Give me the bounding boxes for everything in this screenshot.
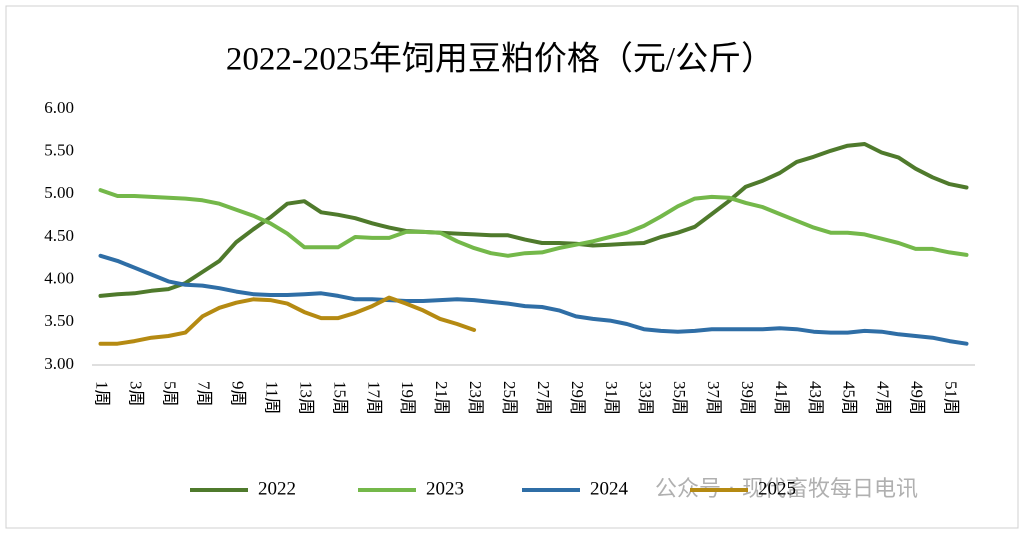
x-tick-label: 49周 xyxy=(908,381,927,415)
x-tick-label: 19周 xyxy=(398,381,417,415)
x-tick-label: 47周 xyxy=(874,381,893,415)
y-tick-label: 3.00 xyxy=(44,354,74,373)
y-tick-label: 4.50 xyxy=(44,226,74,245)
x-tick-label: 45周 xyxy=(840,381,859,415)
x-tick-label: 1周 xyxy=(93,381,112,407)
x-tick-label: 41周 xyxy=(772,381,791,415)
x-tick-label: 27周 xyxy=(534,381,553,415)
legend-label: 2023 xyxy=(426,478,464,499)
y-tick-label: 5.50 xyxy=(44,141,74,160)
x-tick-label: 11周 xyxy=(262,381,281,414)
x-tick-label: 33周 xyxy=(636,381,655,415)
x-tick-label: 13周 xyxy=(296,381,315,415)
x-tick-label: 23周 xyxy=(466,381,485,415)
x-tick-label: 15周 xyxy=(330,381,349,415)
x-tick-label: 29周 xyxy=(568,381,587,415)
chart-frame xyxy=(5,5,1019,529)
line-series xyxy=(98,142,969,298)
x-tick-label: 35周 xyxy=(670,381,689,415)
x-tick-label: 17周 xyxy=(364,381,383,415)
y-tick-label: 3.50 xyxy=(44,311,74,330)
chart-title: 2022-2025年饲用豆粕价格（元/公斤） xyxy=(226,41,774,78)
x-tick-label: 9周 xyxy=(228,381,247,407)
x-tick-label: 7周 xyxy=(194,381,213,407)
x-tick-label: 21周 xyxy=(432,381,451,415)
y-tick-label: 4.00 xyxy=(44,269,74,288)
x-tick-label: 25周 xyxy=(500,381,519,415)
y-tick-label: 6.00 xyxy=(44,98,74,117)
line-series xyxy=(98,188,969,258)
legend-label: 2022 xyxy=(258,478,296,499)
x-tick-label: 51周 xyxy=(942,381,961,415)
x-tick-label: 31周 xyxy=(602,381,621,415)
legend-label: 2025 xyxy=(758,478,796,499)
y-tick-label: 5.00 xyxy=(44,183,74,202)
line-series xyxy=(98,253,969,346)
x-tick-label: 39周 xyxy=(738,381,757,415)
x-tick-label: 3周 xyxy=(127,381,146,407)
legend-label: 2024 xyxy=(590,478,629,499)
x-tick-label: 37周 xyxy=(704,381,723,415)
x-tick-label: 5周 xyxy=(161,381,180,407)
line-series xyxy=(98,295,477,346)
x-tick-label: 43周 xyxy=(806,381,825,415)
